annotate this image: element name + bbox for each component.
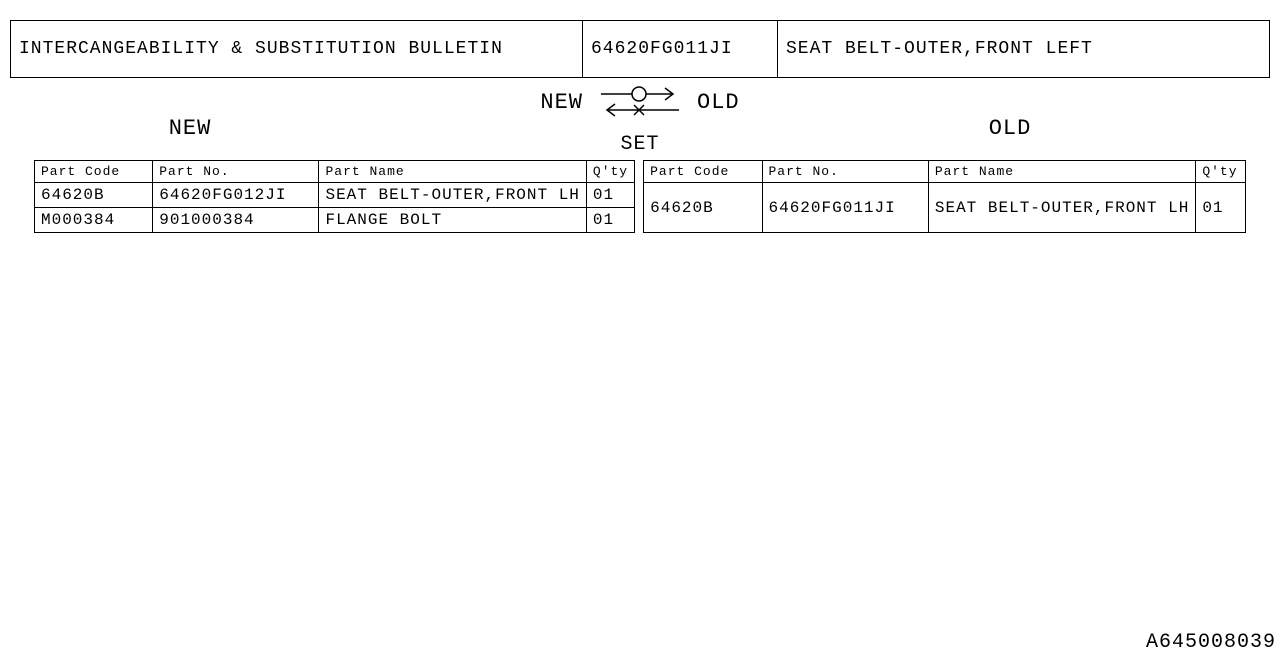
cell-part-code: 64620B [644, 183, 762, 233]
tables: Part Code Part No. Part Name Q'ty 64620B… [34, 160, 1246, 233]
bidirectional-arrow-icon [595, 84, 685, 120]
col-part-name: Part Name [319, 161, 586, 183]
new-table: Part Code Part No. Part Name Q'ty 64620B… [34, 160, 635, 233]
table-row: 64620B 64620FG012JI SEAT BELT-OUTER,FRON… [35, 183, 635, 208]
cell-qty: 01 [586, 183, 634, 208]
cell-part-name: SEAT BELT-OUTER,FRONT LH [319, 183, 586, 208]
col-part-name: Part Name [928, 161, 1195, 183]
header-part-no: 64620FG011JI [583, 21, 778, 77]
table-header-row: Part Code Part No. Part Name Q'ty [644, 161, 1246, 183]
col-qty: Q'ty [586, 161, 634, 183]
header-part-name: SEAT BELT-OUTER,FRONT LEFT [778, 21, 1269, 77]
table-row: 64620B 64620FG011JI SEAT BELT-OUTER,FRON… [644, 183, 1246, 233]
interchange-symbol: NEW OLD [0, 84, 1280, 120]
header-row: INTERCANGEABILITY & SUBSTITUTION BULLETI… [10, 20, 1270, 78]
col-part-no: Part No. [153, 161, 319, 183]
symbol-new-label: NEW [540, 90, 583, 115]
table-header-row: Part Code Part No. Part Name Q'ty [35, 161, 635, 183]
footer-code: A645008039 [1146, 631, 1276, 654]
cell-part-code: M000384 [35, 208, 153, 233]
cell-part-no: 64620FG011JI [762, 183, 928, 233]
symbol-old-label: OLD [697, 90, 740, 115]
col-part-code: Part Code [35, 161, 153, 183]
section-label-old: OLD [640, 116, 1280, 141]
cell-part-code: 64620B [35, 183, 153, 208]
cell-part-no: 64620FG012JI [153, 183, 319, 208]
cell-part-name: SEAT BELT-OUTER,FRONT LH [928, 183, 1195, 233]
table-row: M000384 901000384 FLANGE BOLT 01 [35, 208, 635, 233]
col-part-code: Part Code [644, 161, 762, 183]
cell-part-name: FLANGE BOLT [319, 208, 586, 233]
cell-qty: 01 [1196, 183, 1246, 233]
cell-qty: 01 [586, 208, 634, 233]
col-qty: Q'ty [1196, 161, 1246, 183]
header-title: INTERCANGEABILITY & SUBSTITUTION BULLETI… [11, 21, 583, 77]
col-part-no: Part No. [762, 161, 928, 183]
cell-part-no: 901000384 [153, 208, 319, 233]
old-table: Part Code Part No. Part Name Q'ty 64620B… [643, 160, 1246, 233]
section-label-new: NEW [0, 116, 640, 141]
